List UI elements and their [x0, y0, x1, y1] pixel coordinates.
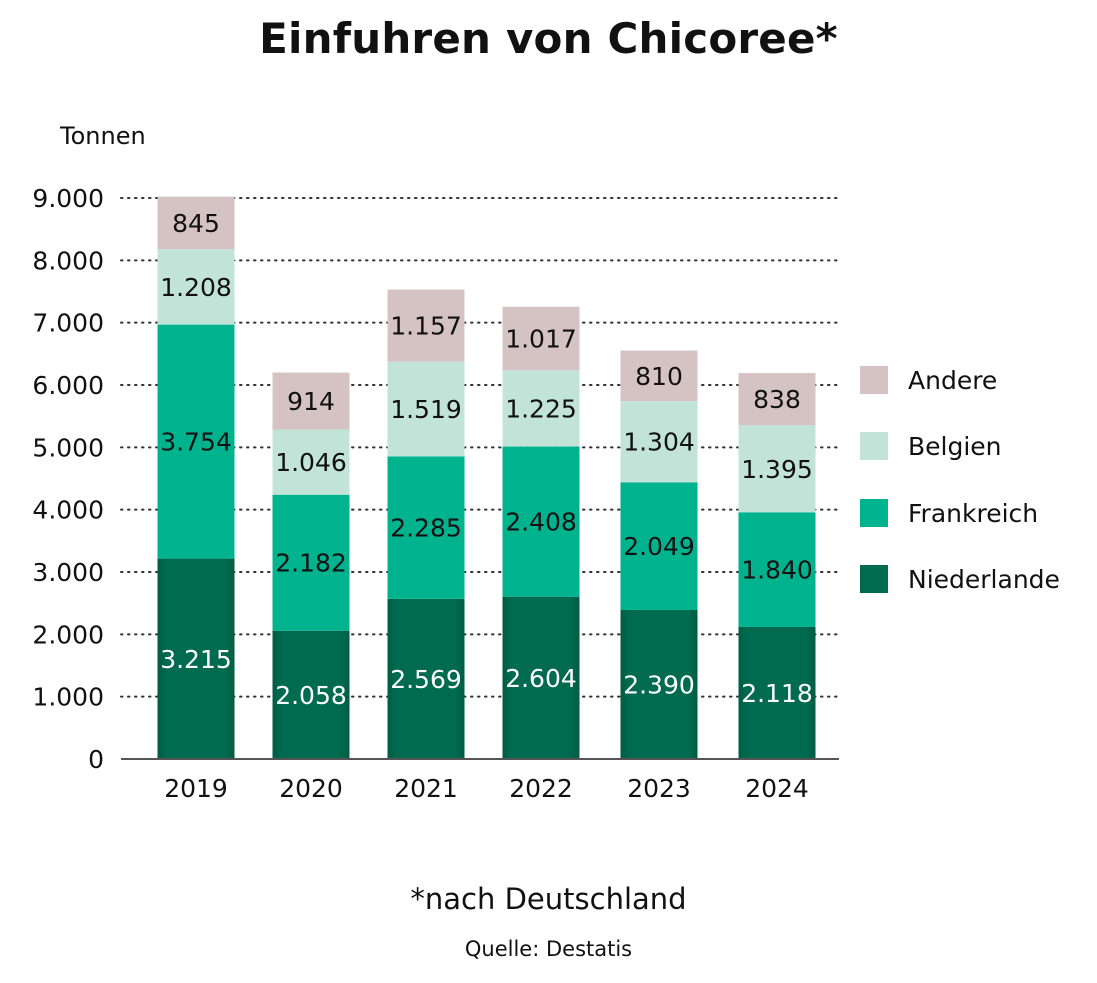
bar-segment: [387, 456, 465, 599]
bar-segment: [272, 494, 350, 631]
bar-segment: [157, 324, 235, 559]
data-label: 838: [753, 385, 801, 414]
data-label: 2.118: [741, 679, 813, 708]
bar-segment: [738, 626, 816, 759]
data-label: 1.519: [390, 395, 462, 424]
bar-segment: [620, 401, 698, 483]
y-tick-label: 0: [88, 745, 104, 774]
y-tick-label: 3.000: [32, 558, 104, 587]
legend-label: Andere: [908, 366, 997, 395]
axes: Tonnen 0 1.000 2.000 3.000 4.000 5.000 6.000 7.0…: [32, 122, 839, 803]
legend-swatch: [860, 366, 888, 394]
x-tick-label: 2021: [394, 774, 458, 803]
y-tick-label: 9.000: [32, 184, 104, 213]
x-tick-label: 2020: [279, 774, 343, 803]
data-label: 2.049: [623, 532, 695, 561]
data-label: 810: [635, 362, 683, 391]
y-tick-label: 6.000: [32, 371, 104, 400]
data-label: 1.225: [505, 394, 577, 423]
bar-segment: [157, 558, 235, 759]
legend-swatch: [860, 499, 888, 527]
data-label: 2.408: [505, 508, 577, 537]
data-label: 3.215: [160, 645, 232, 674]
data-label: 2.058: [275, 681, 347, 710]
bar-segment: [502, 306, 580, 371]
bar-segment: [157, 249, 235, 325]
y-tick-label: 7.000: [32, 309, 104, 338]
bar-segment: [620, 482, 698, 611]
bar-segment: [738, 425, 816, 513]
bar-segment: [272, 372, 350, 430]
bar-segment: [738, 512, 816, 627]
footnote: *nach Deutschland: [410, 882, 687, 916]
data-label: 2.604: [505, 664, 577, 693]
bar-segment: [157, 196, 235, 250]
y-axis-label: Tonnen: [59, 122, 146, 150]
data-label: 2.390: [623, 671, 695, 700]
data-label: 845: [172, 209, 220, 238]
data-label: 1.208: [160, 273, 232, 302]
bar-segment: [387, 598, 465, 759]
bar-segment: [738, 373, 816, 426]
legend-label: Belgien: [908, 432, 1002, 461]
legend-label: Niederlande: [908, 565, 1060, 594]
y-tick-label: 4.000: [32, 496, 104, 525]
y-tick-label: 8.000: [32, 246, 104, 275]
data-label: 3.754: [160, 428, 232, 457]
data-label: 2.285: [390, 514, 462, 543]
x-tick-label: 2019: [164, 774, 228, 803]
y-tick-label: 2.000: [32, 620, 104, 649]
bar-segment: [502, 446, 580, 597]
data-label: 1.157: [390, 312, 462, 341]
data-label: 1.395: [741, 455, 813, 484]
x-tick-label: 2023: [627, 774, 691, 803]
bar-segment: [620, 610, 698, 759]
source-note: Quelle: Destatis: [464, 937, 633, 961]
data-label: 1.304: [623, 428, 695, 457]
bar-segment: [387, 289, 465, 362]
data-label: 914: [287, 387, 335, 416]
legend-swatch: [860, 565, 888, 593]
legend: Andere Belgien Frankreich Niederlande: [860, 366, 1060, 594]
y-tick-label: 1.000: [32, 683, 104, 712]
data-label: 2.569: [390, 665, 462, 694]
data-label: 1.046: [275, 448, 347, 477]
y-tick-label: 5.000: [32, 433, 104, 462]
bar-segment: [272, 630, 350, 759]
data-label: 1.840: [741, 556, 813, 585]
legend-swatch: [860, 432, 888, 460]
bars: 3.215 3.754 1.208 845 2.058 2.182 1.046 914 2.56…: [157, 196, 816, 759]
bar-segment: [502, 370, 580, 447]
x-tick-label: 2024: [745, 774, 809, 803]
bar-segment: [272, 429, 350, 495]
legend-label: Frankreich: [908, 499, 1038, 528]
data-label: 2.182: [275, 549, 347, 578]
bar-segment: [387, 361, 465, 457]
bar-segment: [620, 350, 698, 402]
data-label: 1.017: [505, 325, 577, 354]
bar-segment: [502, 596, 580, 759]
chart-title: Einfuhren von Chicoree*: [259, 14, 838, 63]
gridlines: [120, 197, 840, 698]
x-tick-label: 2022: [509, 774, 573, 803]
